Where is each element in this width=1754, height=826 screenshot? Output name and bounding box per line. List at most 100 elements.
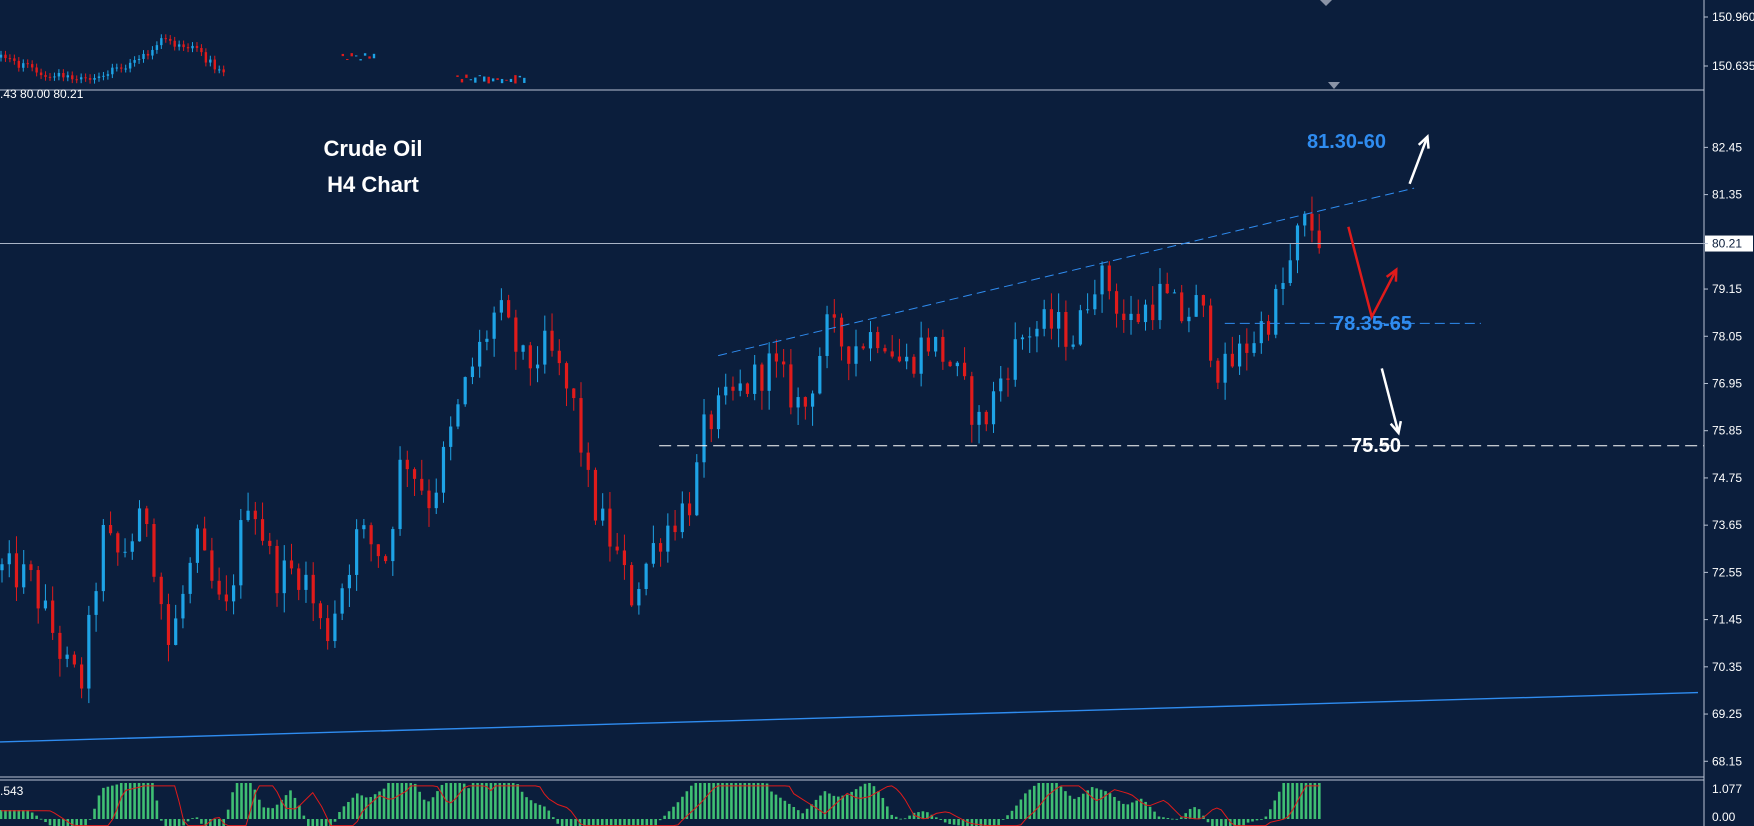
candle: [94, 582, 98, 632]
oscillator-bar: [70, 819, 74, 826]
oscillator-bar: [342, 806, 346, 819]
candle-body: [51, 600, 55, 633]
oscillator-bar: [311, 819, 315, 826]
candle-body: [507, 300, 511, 318]
candle: [1201, 294, 1206, 318]
oscillator-bar: [645, 819, 649, 826]
candle-body: [709, 414, 713, 430]
oscillator-bar: [1108, 793, 1112, 819]
candle-body: [36, 570, 40, 609]
target-label: 75.50: [1351, 435, 1401, 457]
candle-body: [43, 600, 48, 609]
oscillator-bar: [498, 783, 502, 819]
oscillator-bar: [62, 819, 65, 826]
oscillator-bar: [703, 783, 706, 819]
candle: [695, 454, 699, 517]
candle-body: [275, 545, 279, 594]
candle: [326, 605, 330, 650]
candle-body: [543, 330, 547, 365]
candle-body: [702, 414, 706, 463]
oscillator-bar: [877, 791, 880, 819]
candle-body: [1057, 311, 1061, 329]
top-pane-candle: [496, 78, 499, 80]
oscillator-bar: [186, 819, 190, 822]
oscillator-bar: [382, 788, 386, 819]
top-pane-body: [137, 58, 141, 61]
candle: [1209, 298, 1213, 368]
candle-body: [152, 524, 156, 577]
oscillator-bar: [1126, 804, 1130, 819]
top-pane-body: [4, 54, 7, 59]
oscillator-bar: [765, 783, 769, 819]
scenario-arrow-white-2: [1380, 368, 1403, 436]
top-pane-candle: [142, 50, 145, 63]
current-price-label: 80.21: [1712, 237, 1742, 251]
candle: [999, 365, 1003, 402]
oscillator-bar: [1233, 819, 1236, 826]
oscillator-bar: [716, 783, 720, 819]
top-pane-candle: [456, 75, 459, 77]
oscillator-bar: [957, 819, 960, 826]
oscillator-bar: [39, 818, 43, 820]
candle-body: [1187, 316, 1191, 322]
current-price-tag: [1705, 235, 1753, 252]
candle: [463, 376, 467, 407]
top-pane-candle: [195, 42, 199, 52]
candle-body: [318, 603, 323, 619]
top-pane-candle: [0, 50, 3, 62]
candle-body: [1100, 265, 1104, 295]
oscillator-bar: [511, 783, 515, 819]
candle-body: [1295, 225, 1300, 261]
oscillator-bar: [235, 783, 239, 819]
oscillator-bar: [409, 783, 413, 819]
oscillator-bar: [845, 794, 849, 819]
top-pane-candle: [372, 53, 376, 59]
oscillator-bar: [1242, 819, 1245, 826]
oscillator-bar: [1224, 819, 1228, 826]
top-pane-candle: [57, 69, 61, 81]
candle: [145, 505, 149, 537]
chart-title-line1: Crude Oil: [323, 136, 422, 161]
oscillator-bar: [1286, 783, 1290, 819]
candle: [810, 390, 815, 426]
candle-body: [174, 618, 178, 645]
oscillator-bar: [1166, 817, 1170, 819]
oscillator-bar: [609, 819, 613, 826]
oscillator-bar: [329, 819, 332, 826]
candle-body: [926, 337, 930, 352]
candle-body: [767, 353, 771, 391]
candle: [760, 362, 764, 410]
candle: [253, 501, 257, 535]
candle-body: [948, 361, 952, 367]
oscillator-bar: [1104, 791, 1107, 819]
oscillator-bar: [200, 819, 203, 824]
top-pane-body: [142, 53, 145, 59]
candle-body: [912, 356, 916, 374]
oscillator-bar: [217, 819, 221, 826]
candle: [1020, 334, 1025, 350]
candle-body: [398, 459, 402, 530]
oscillator-bar: [26, 810, 30, 819]
oscillator-bar: [556, 819, 560, 824]
candle: [217, 567, 221, 600]
oscillator-bar: [690, 785, 693, 819]
oscillator-bar: [774, 794, 778, 819]
oscillator-bar: [21, 810, 25, 819]
oscillator-bar: [373, 794, 377, 819]
top-pane-body: [66, 75, 70, 78]
top-pane-candle: [368, 56, 371, 59]
candle: [1071, 335, 1075, 350]
oscillator-bar: [1277, 791, 1281, 819]
top-pane-candle: [146, 50, 150, 60]
axis-tick-label: 74.75: [1712, 471, 1742, 485]
candle-body: [123, 551, 127, 553]
oscillator-bar: [592, 819, 595, 826]
oscillator-bar: [525, 797, 528, 819]
oscillator-bar: [1309, 783, 1312, 819]
candle: [434, 478, 438, 515]
candle: [268, 532, 272, 555]
oscillator-bar: [507, 783, 511, 819]
axis-tick-label: 81.35: [1712, 188, 1742, 202]
top-pane-candle: [133, 56, 136, 67]
candle: [666, 513, 670, 563]
